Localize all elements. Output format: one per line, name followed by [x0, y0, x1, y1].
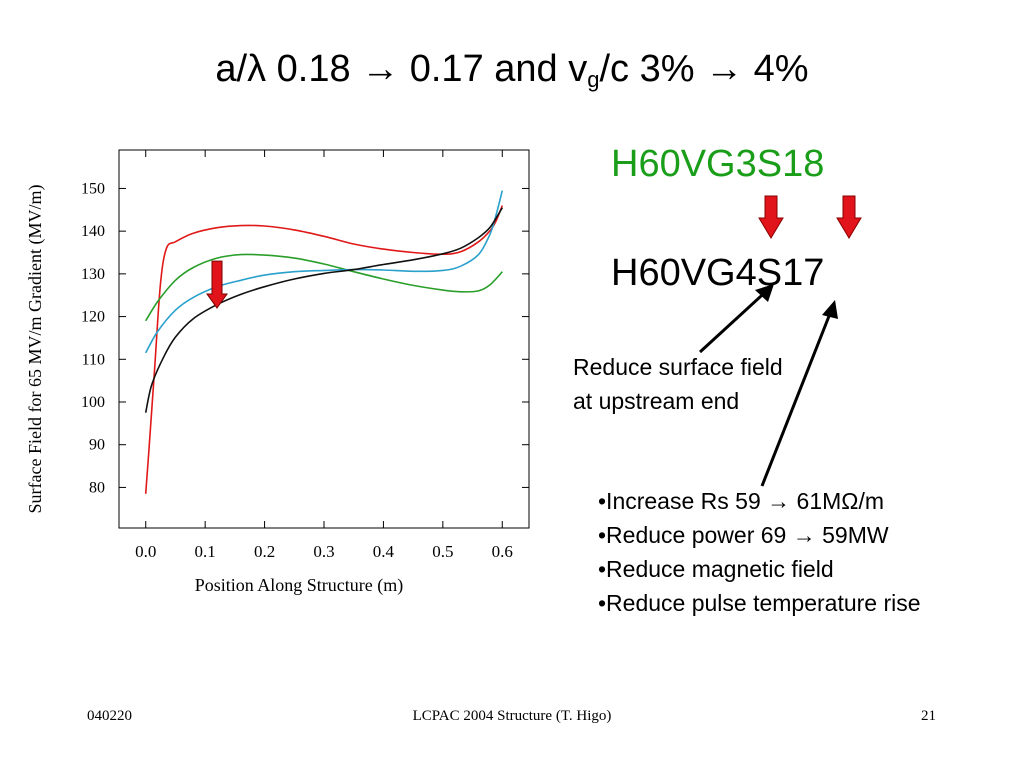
bullet-item: •Reduce magnetic field [598, 552, 988, 586]
footer-title: LCPAC 2004 Structure (T. Higo) [0, 708, 1024, 725]
note-text: Reduce surface field at upstream end [573, 350, 803, 418]
down-arrow-icon [837, 196, 861, 238]
page-number: 21 [921, 708, 936, 725]
annotation-arrows [0, 0, 1024, 768]
pointer-arrowhead-icon [822, 300, 838, 319]
down-arrow-icon [759, 196, 783, 238]
bullet-item: •Reduce pulse temperature rise [598, 586, 988, 620]
pointer-arrow [700, 286, 772, 352]
bullet-item: •Reduce power 69 → 59MW [598, 518, 988, 552]
bullet-item: •Increase Rs 59 → 61MΩ/m [598, 484, 988, 518]
bullet-list: •Increase Rs 59 → 61MΩ/m •Reduce power 6… [598, 484, 988, 620]
